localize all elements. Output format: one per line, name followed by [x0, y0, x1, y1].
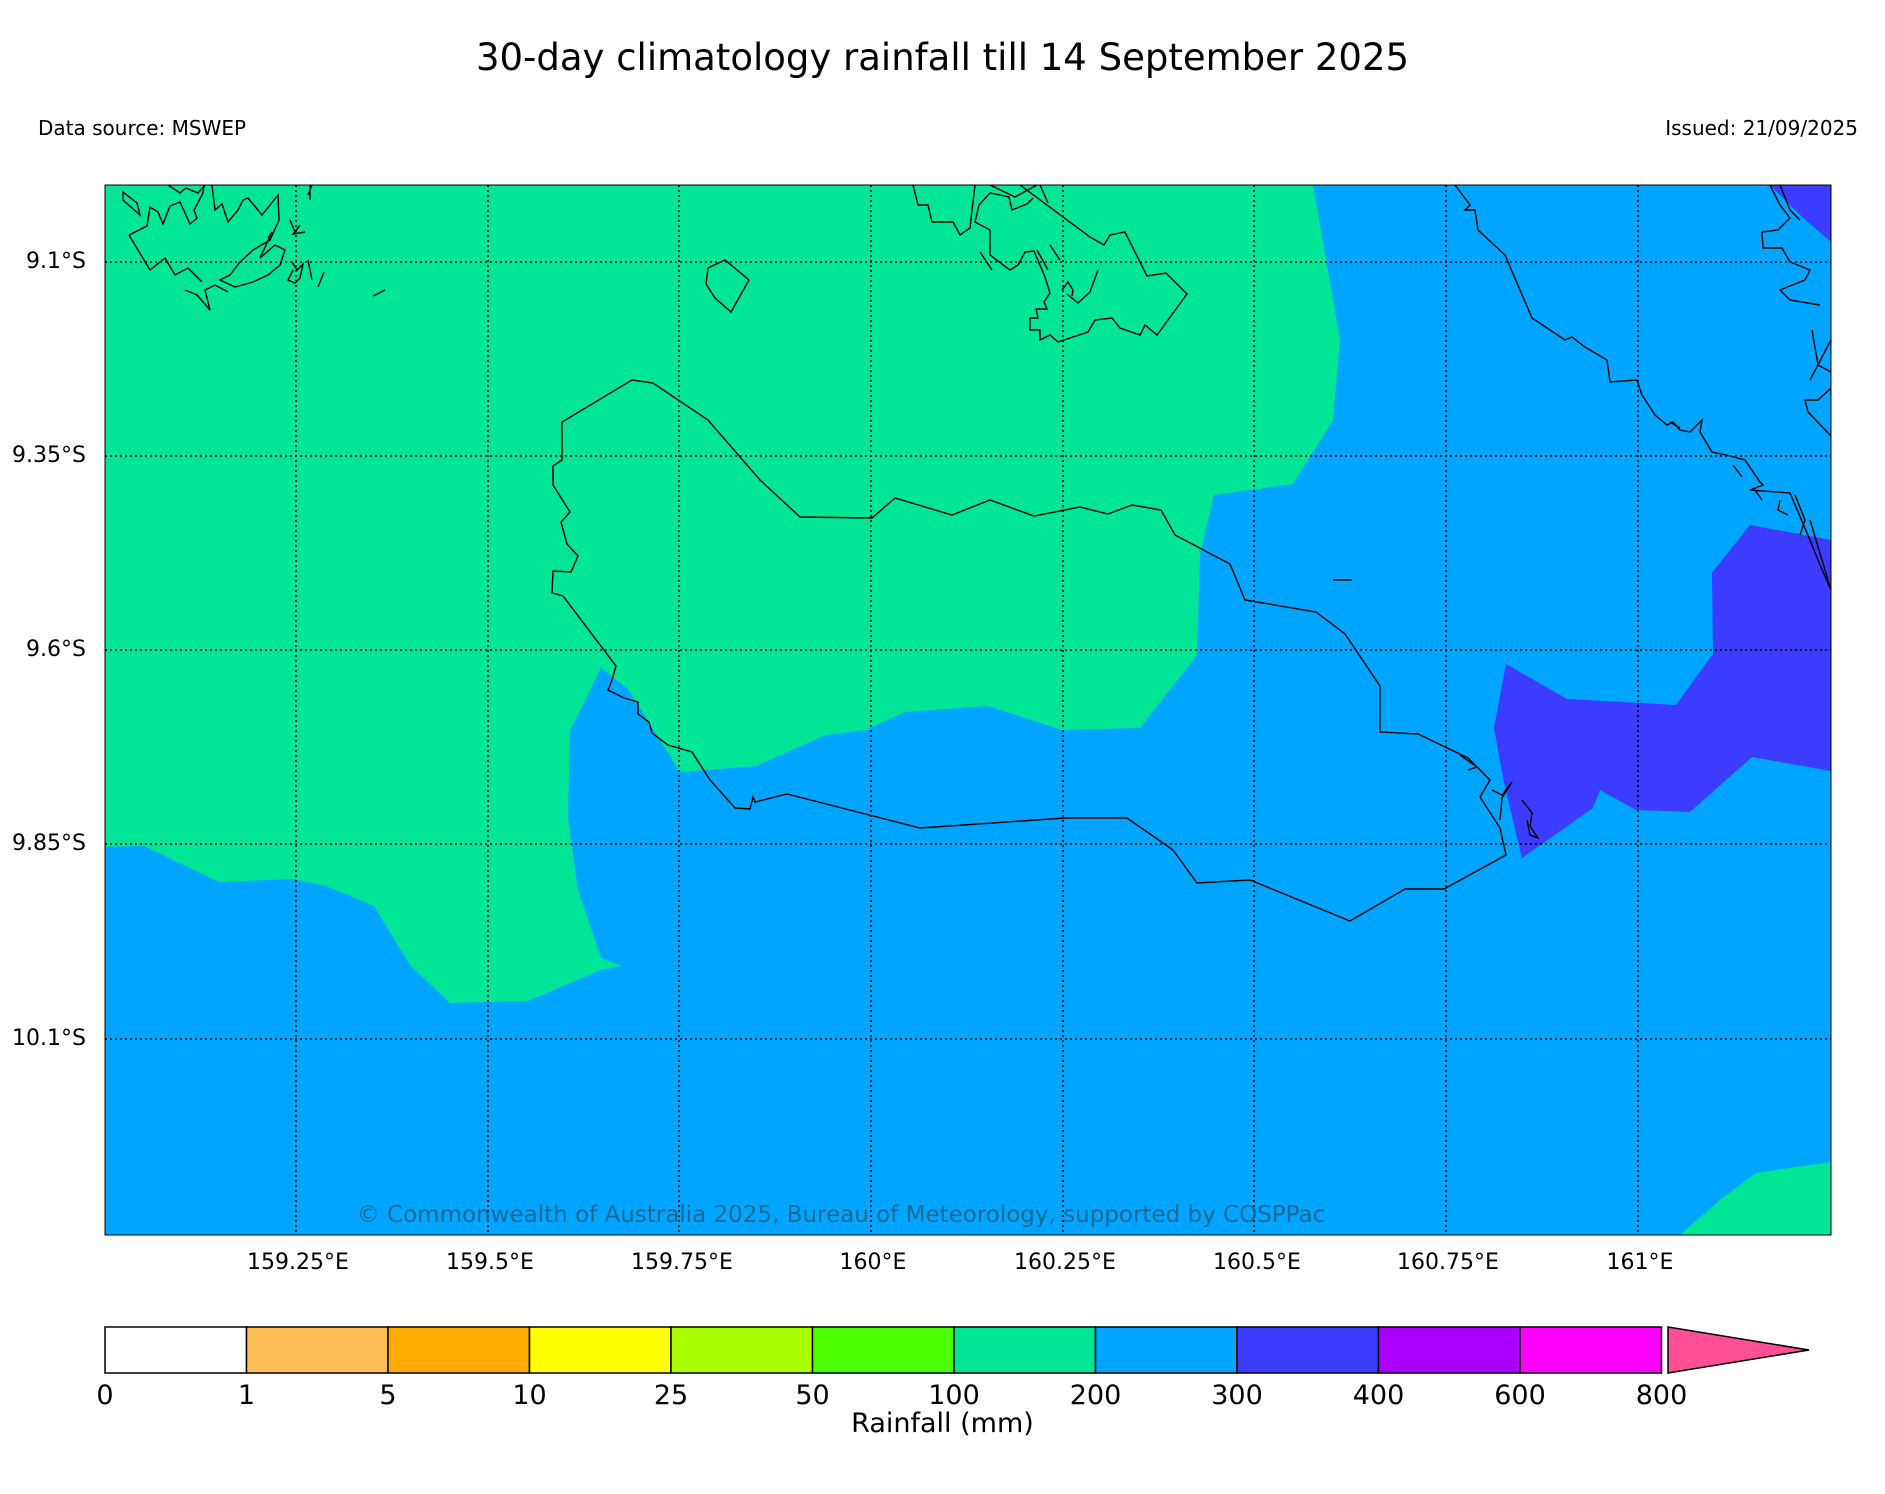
coastlines — [122, 185, 1831, 922]
coastline-florida-islands — [912, 185, 1188, 343]
lon-label: 159.5°E — [446, 1250, 534, 1275]
colorbar-tick-label: 600 — [1494, 1380, 1546, 1411]
lon-label: 160.5°E — [1213, 1250, 1301, 1275]
colorbar-tick-label: 300 — [1211, 1380, 1263, 1411]
colorbar-tick-label: 0 — [96, 1380, 114, 1411]
rainfall-zone-300-400-east — [1494, 525, 1831, 858]
colorbar-tick-label: 50 — [795, 1380, 830, 1411]
colorbar-tick-label: 200 — [1069, 1380, 1122, 1411]
lon-label: 160.25°E — [1014, 1250, 1116, 1275]
lon-label: 160.75°E — [1397, 1250, 1499, 1275]
lat-label: 9.6°S — [26, 637, 86, 662]
coastline-savo — [705, 259, 750, 314]
lon-label: 159.75°E — [631, 1250, 733, 1275]
lat-label: 9.85°S — [12, 831, 86, 856]
colorbar-tick-label: 10 — [512, 1380, 547, 1411]
data-source-label: Data source: MSWEP — [38, 116, 247, 140]
colorbar-tick-label: 25 — [653, 1380, 689, 1411]
colorbar-tick-label: 100 — [928, 1380, 980, 1411]
lon-label: 159.25°E — [247, 1250, 349, 1275]
lon-label: 161°E — [1606, 1250, 1674, 1275]
map-title: 30-day climatology rainfall till 14 Sept… — [475, 36, 1410, 79]
coastline-northwest-islands — [122, 185, 386, 311]
lat-label: 9.1°S — [26, 249, 86, 274]
colorbar-title: Rainfall (mm) — [851, 1408, 1034, 1439]
coastline-marau — [1459, 754, 1540, 840]
lat-label: 9.35°S — [12, 443, 86, 468]
graticule — [105, 185, 1831, 1235]
colorbar-tick-label: 800 — [1635, 1380, 1688, 1411]
issued-date-label: Issued: 21/09/2025 — [1665, 116, 1858, 140]
rainfall-zone-100-200-west — [105, 185, 1340, 1003]
colorbar-tick-label: 5 — [379, 1380, 397, 1411]
coastline-malaita — [1454, 185, 1831, 591]
rainfall-zone-100-200-southeast — [1680, 1162, 1831, 1235]
lon-label: 160°E — [839, 1250, 907, 1275]
copyright-watermark: © Commonwealth of Australia 2025, Bureau… — [356, 1202, 1326, 1228]
lat-label: 10.1°S — [12, 1026, 86, 1051]
colorbar-tick-label: 400 — [1352, 1380, 1405, 1411]
coastline-guadalcanal — [551, 379, 1507, 922]
colorbar-tick-label: 1 — [237, 1380, 256, 1411]
